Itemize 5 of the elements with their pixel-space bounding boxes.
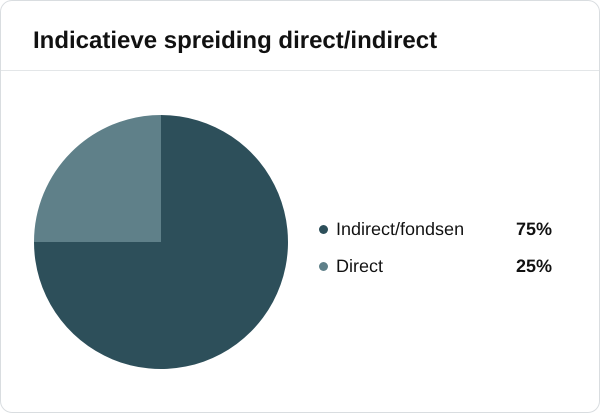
legend-label: Indirect/fondsen [336, 219, 466, 240]
data-label: 25% [516, 256, 552, 277]
chart-title: Indicatieve spreiding direct/indirect [33, 27, 438, 55]
data-label: 75% [516, 219, 552, 240]
legend-label: Direct [336, 256, 384, 277]
